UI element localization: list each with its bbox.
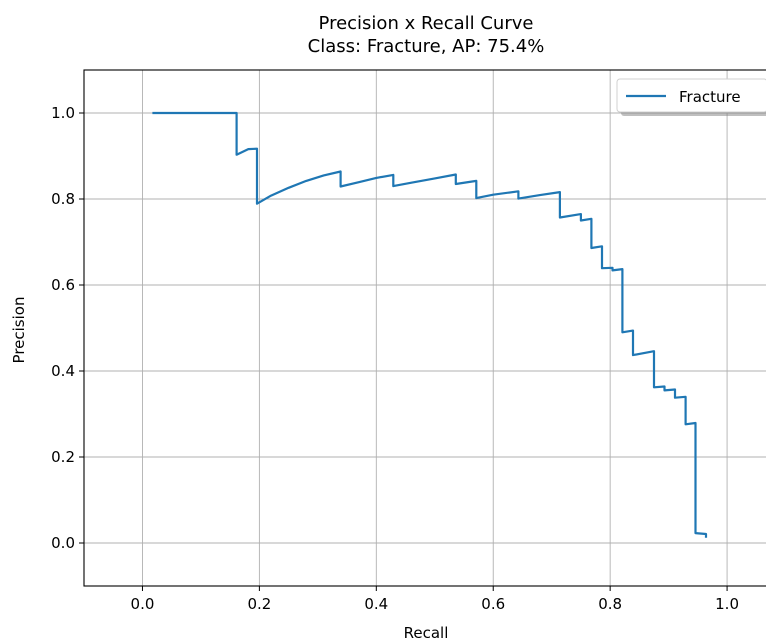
- legend-box: [616, 78, 766, 113]
- x-tick-label: 0.8: [598, 595, 622, 613]
- grid-lines: [84, 70, 766, 586]
- axis-ticks: 0.0 0.2 0.4 0.6 0.8 1.0 0.0 0.2 0.4 0.6 0.8 1.0: [51, 104, 739, 613]
- x-axis-label: Recall: [404, 624, 449, 642]
- chart-subtitle: Class: Fracture, AP: 75.4%: [308, 36, 545, 57]
- x-tick-label: 0.4: [364, 595, 388, 613]
- legend: Fracture: [616, 78, 766, 116]
- x-tick-label: 0.6: [481, 595, 505, 613]
- x-tick-label: 0.0: [131, 595, 155, 613]
- y-tick-label: 0.2: [51, 448, 75, 466]
- y-tick-label: 0.0: [51, 534, 75, 552]
- y-tick-label: 1.0: [51, 104, 75, 122]
- legend-label-fracture: Fracture: [679, 88, 741, 106]
- plot-frame: [83, 69, 766, 587]
- series-line-fracture: [152, 111, 708, 538]
- x-tick-label: 1.0: [715, 595, 739, 613]
- chart-title: Precision x Recall Curve: [319, 13, 534, 34]
- y-tick-label: 0.8: [51, 190, 75, 208]
- series-layer: [152, 111, 708, 538]
- y-tick-label: 0.6: [51, 276, 75, 294]
- y-axis-label: Precision: [10, 297, 28, 364]
- y-tick-label: 0.4: [51, 362, 75, 380]
- x-tick-label: 0.2: [247, 595, 271, 613]
